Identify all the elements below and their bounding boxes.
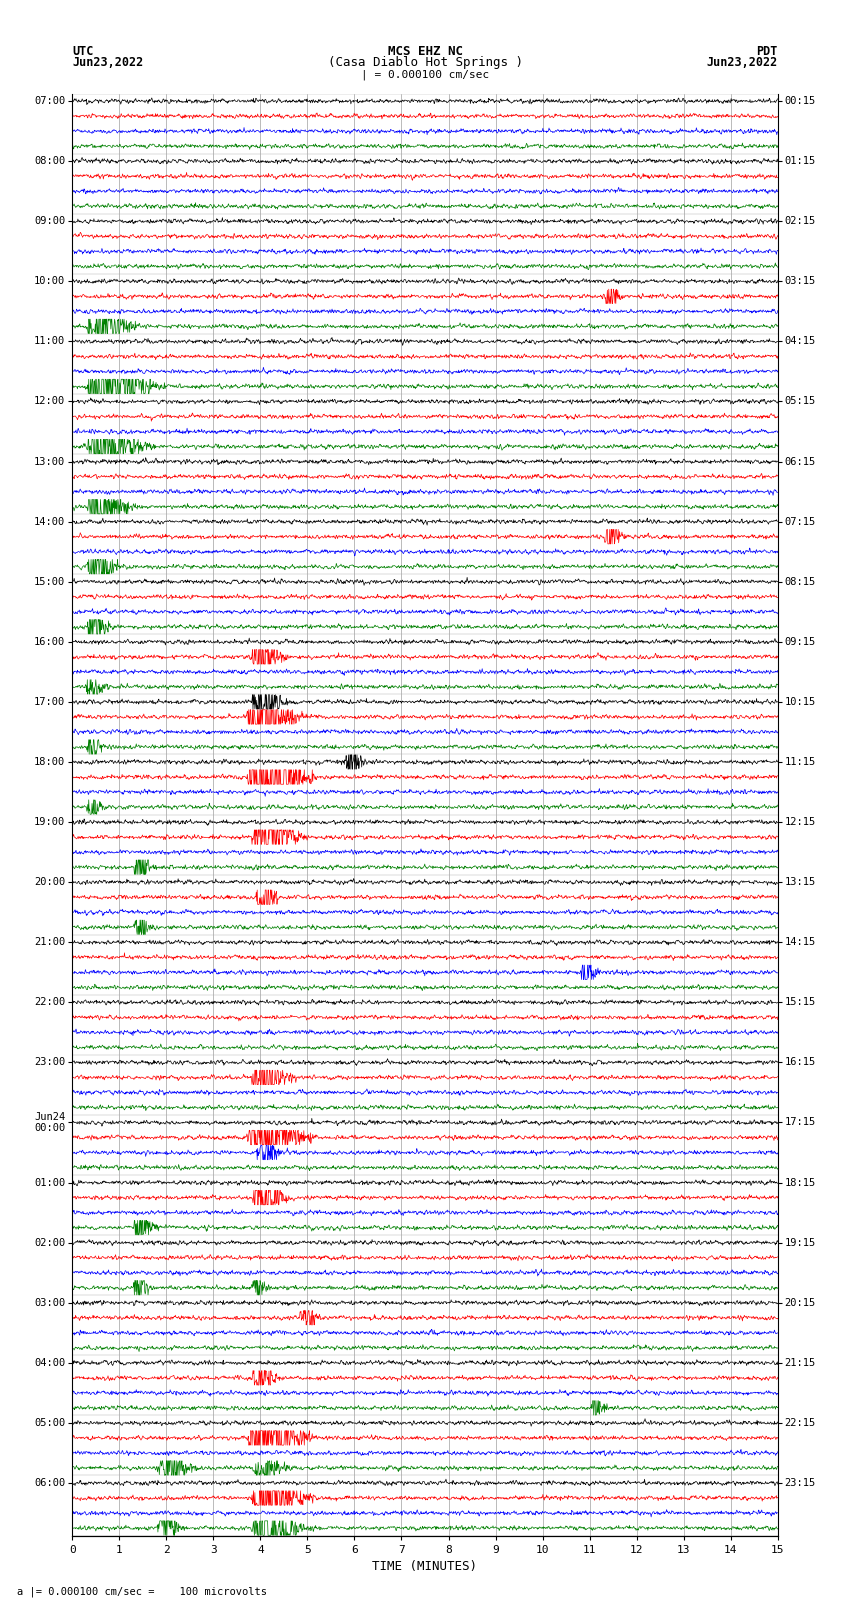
Text: | = 0.000100 cm/sec: | = 0.000100 cm/sec (361, 69, 489, 81)
Text: MCS EHZ NC: MCS EHZ NC (388, 45, 462, 58)
Text: UTC: UTC (72, 45, 94, 58)
Text: (Casa Diablo Hot Springs ): (Casa Diablo Hot Springs ) (327, 56, 523, 69)
Text: a |= 0.000100 cm/sec =    100 microvolts: a |= 0.000100 cm/sec = 100 microvolts (17, 1586, 267, 1597)
Text: PDT: PDT (756, 45, 778, 58)
X-axis label: TIME (MINUTES): TIME (MINUTES) (372, 1560, 478, 1573)
Text: Jun23,2022: Jun23,2022 (706, 56, 778, 69)
Text: Jun23,2022: Jun23,2022 (72, 56, 144, 69)
